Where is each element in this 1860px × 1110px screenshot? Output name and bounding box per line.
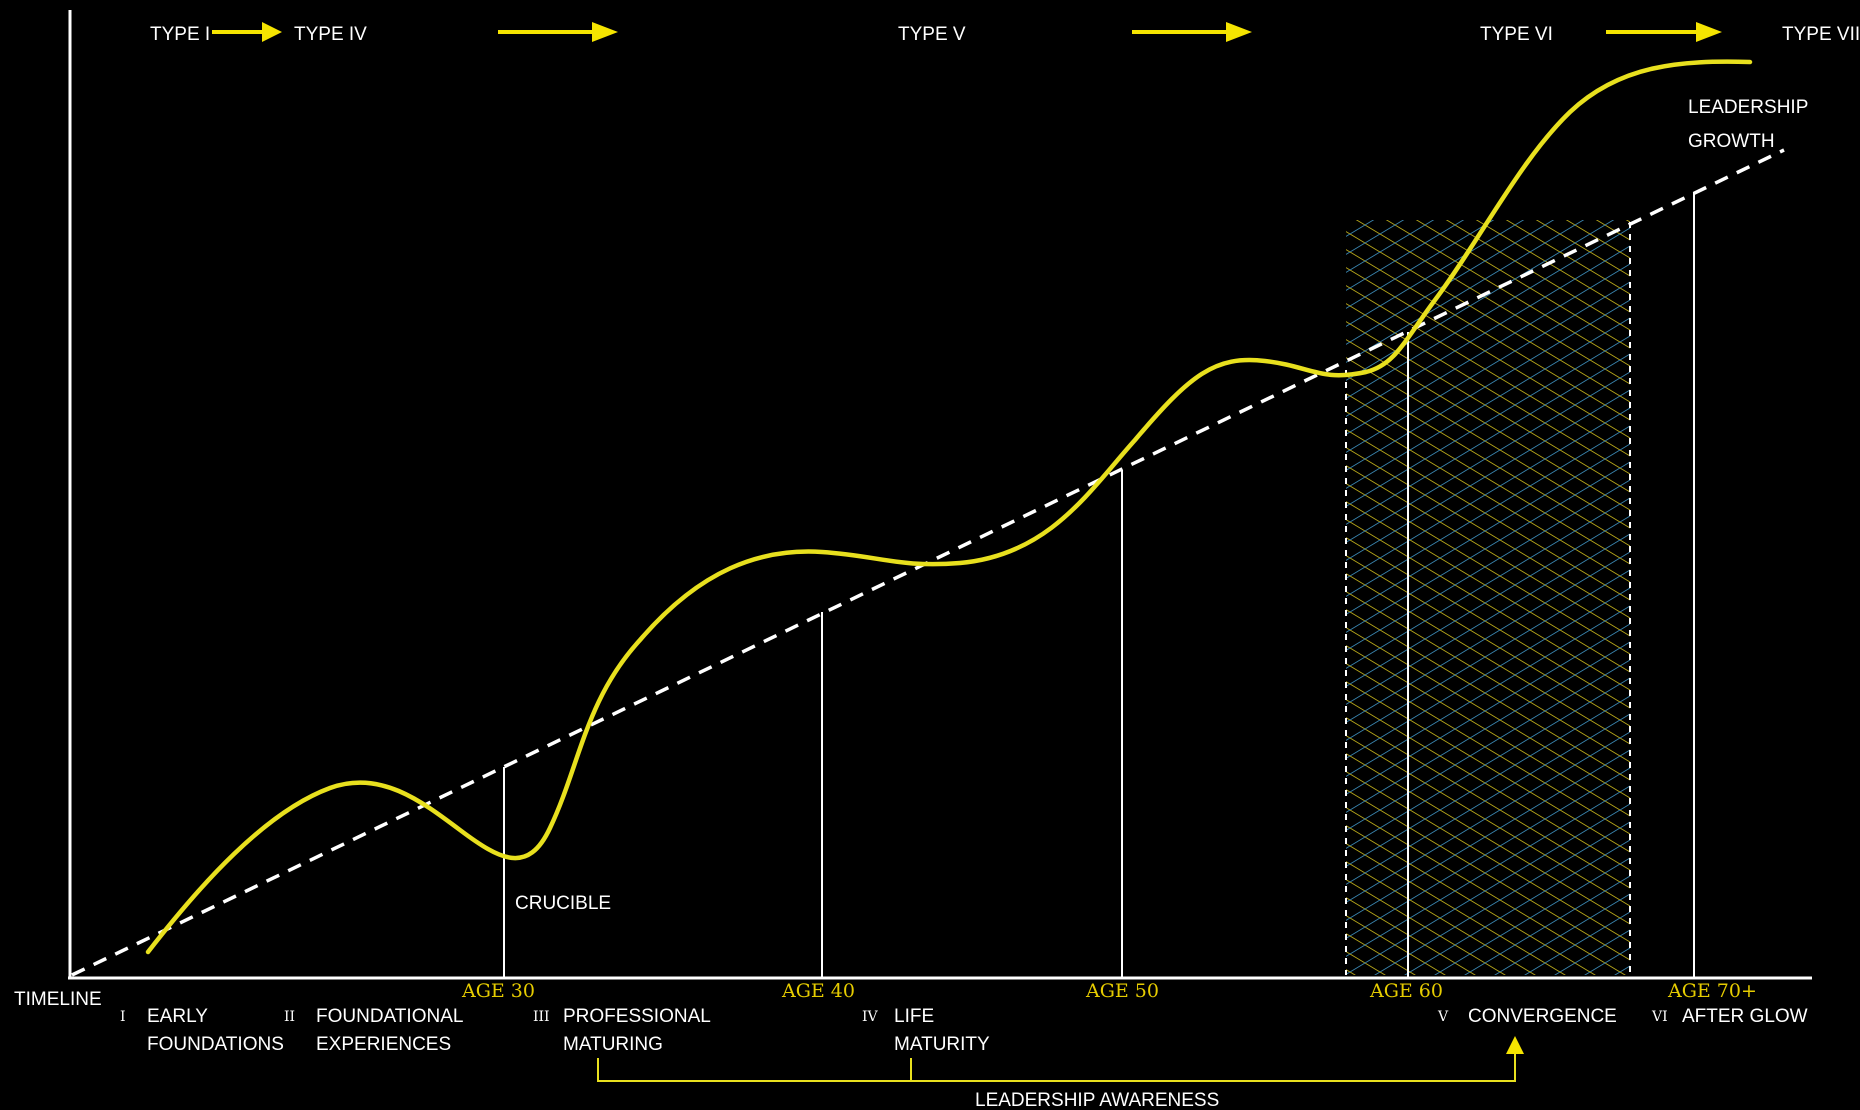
arrow-icon <box>498 22 618 42</box>
convergence-hatched-region <box>1346 220 1630 975</box>
stage-label-line1: AFTER GLOW <box>1682 1006 1808 1027</box>
age-40-label: AGE 40 <box>781 980 855 1002</box>
type-label-1: TYPE I <box>150 24 210 45</box>
stage-6: VI AFTER GLOW <box>1651 1006 1808 1027</box>
age-30-label: AGE 30 <box>461 980 535 1002</box>
stage-5: V CONVERGENCE <box>1437 1006 1617 1027</box>
stage-2: II FOUNDATIONAL EXPERIENCES <box>284 1006 463 1055</box>
type-label-5: TYPE VII <box>1782 24 1860 45</box>
stage-numeral: I <box>120 1009 126 1025</box>
type-label-4: TYPE VI <box>1480 24 1553 45</box>
stage-label-line1: FOUNDATIONAL <box>316 1006 463 1027</box>
type-label-3: TYPE V <box>898 24 966 45</box>
stage-numeral: II <box>284 1009 295 1025</box>
stage-label-line2: FOUNDATIONS <box>147 1034 284 1055</box>
stage-label-line2: EXPERIENCES <box>316 1034 451 1055</box>
arrow-up-icon <box>1506 1036 1524 1054</box>
type-label-2: TYPE IV <box>294 24 367 45</box>
arrow-icon <box>1606 22 1722 42</box>
stage-numeral: IV <box>862 1009 879 1025</box>
leadership-awareness-bracket <box>597 1036 1524 1082</box>
stage-4: IV LIFE MATURITY <box>862 1006 990 1055</box>
age-50-label: AGE 50 <box>1085 980 1159 1002</box>
leadership-growth-label-line2: GROWTH <box>1688 131 1775 152</box>
timeline-label: TIMELINE <box>14 989 102 1010</box>
stage-numeral: VI <box>1651 1009 1668 1025</box>
stage-label-line1: LIFE <box>894 1006 934 1027</box>
leadership-awareness-label: LEADERSHIP AWARENESS <box>975 1090 1219 1110</box>
leadership-growth-curve <box>145 59 1753 955</box>
leadership-growth-label-line1: LEADERSHIP <box>1688 97 1808 118</box>
stage-label-line2: MATURING <box>563 1034 663 1055</box>
stage-numeral: III <box>533 1009 550 1025</box>
stage-label-line1: PROFESSIONAL <box>563 1006 711 1027</box>
crucible-label: CRUCIBLE <box>515 893 611 914</box>
stage-numeral: V <box>1437 1009 1449 1025</box>
linear-trend-line <box>71 148 1785 977</box>
arrow-icon <box>1132 22 1252 42</box>
stage-label-line1: EARLY <box>147 1006 208 1027</box>
stage-label-line1: CONVERGENCE <box>1468 1006 1617 1027</box>
stage-1: I EARLY FOUNDATIONS <box>120 1006 284 1055</box>
age-70-label: AGE 70+ <box>1667 980 1757 1002</box>
stage-label-line2: MATURITY <box>894 1034 990 1055</box>
arrow-icon <box>212 22 282 42</box>
stage-3: III PROFESSIONAL MATURING <box>533 1006 711 1055</box>
age-60-label: AGE 60 <box>1369 980 1443 1002</box>
